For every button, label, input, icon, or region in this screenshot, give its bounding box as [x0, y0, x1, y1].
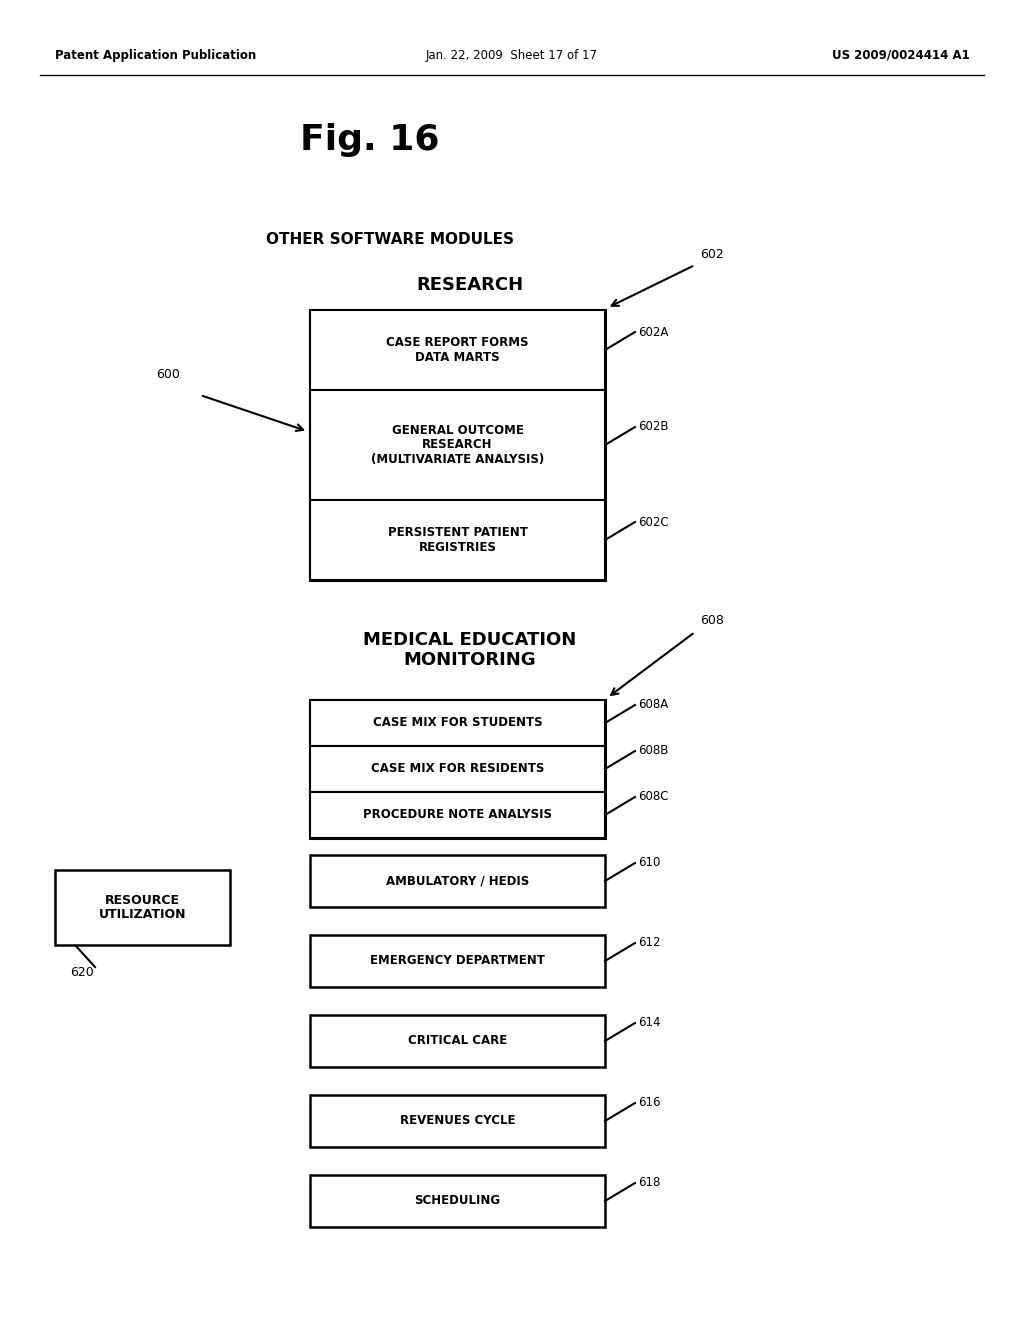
Bar: [310, 310, 605, 579]
Bar: [310, 500, 605, 579]
Text: AMBULATORY / HEDIS: AMBULATORY / HEDIS: [386, 874, 529, 887]
Text: MEDICAL EDUCATION
MONITORING: MEDICAL EDUCATION MONITORING: [364, 631, 577, 669]
Text: 616: 616: [638, 1097, 660, 1110]
Bar: [310, 1015, 605, 1067]
Bar: [310, 310, 605, 389]
Text: PROCEDURE NOTE ANALYSIS: PROCEDURE NOTE ANALYSIS: [362, 808, 552, 821]
Bar: [310, 700, 605, 746]
Text: 602C: 602C: [638, 516, 669, 528]
Text: 620: 620: [70, 966, 94, 979]
Bar: [310, 700, 605, 838]
Bar: [310, 792, 605, 838]
Bar: [310, 1175, 605, 1228]
Text: 612: 612: [638, 936, 660, 949]
Bar: [310, 935, 605, 987]
Text: OTHER SOFTWARE MODULES: OTHER SOFTWARE MODULES: [266, 232, 514, 248]
Text: EMERGENCY DEPARTMENT: EMERGENCY DEPARTMENT: [370, 954, 545, 968]
Text: REVENUES CYCLE: REVENUES CYCLE: [399, 1114, 515, 1127]
Text: 602: 602: [700, 248, 724, 261]
Text: 614: 614: [638, 1016, 660, 1030]
Text: 602B: 602B: [638, 421, 669, 433]
Text: Fig. 16: Fig. 16: [300, 123, 439, 157]
Text: CASE MIX FOR RESIDENTS: CASE MIX FOR RESIDENTS: [371, 763, 544, 776]
Text: SCHEDULING: SCHEDULING: [415, 1195, 501, 1208]
Text: 608C: 608C: [638, 791, 669, 804]
Text: Jan. 22, 2009  Sheet 17 of 17: Jan. 22, 2009 Sheet 17 of 17: [426, 49, 598, 62]
Text: Patent Application Publication: Patent Application Publication: [55, 49, 256, 62]
Text: 608B: 608B: [638, 744, 669, 758]
Text: PERSISTENT PATIENT
REGISTRIES: PERSISTENT PATIENT REGISTRIES: [387, 525, 527, 554]
Text: 602A: 602A: [638, 326, 669, 338]
Text: 600: 600: [156, 368, 180, 381]
Bar: [55, 870, 230, 945]
Bar: [310, 855, 605, 907]
Bar: [310, 1096, 605, 1147]
Text: CASE REPORT FORMS
DATA MARTS: CASE REPORT FORMS DATA MARTS: [386, 337, 528, 364]
Bar: [310, 746, 605, 792]
Text: 608A: 608A: [638, 698, 669, 711]
Text: 608: 608: [700, 614, 724, 627]
Text: GENERAL OUTCOME
RESEARCH
(MULTIVARIATE ANALYSIS): GENERAL OUTCOME RESEARCH (MULTIVARIATE A…: [371, 424, 544, 466]
Text: RESEARCH: RESEARCH: [417, 276, 523, 294]
Text: CASE MIX FOR STUDENTS: CASE MIX FOR STUDENTS: [373, 717, 543, 730]
Text: CRITICAL CARE: CRITICAL CARE: [408, 1035, 507, 1048]
Text: US 2009/0024414 A1: US 2009/0024414 A1: [833, 49, 970, 62]
Text: 610: 610: [638, 857, 660, 870]
Text: RESOURCE
UTILIZATION: RESOURCE UTILIZATION: [98, 894, 186, 921]
Text: 618: 618: [638, 1176, 660, 1189]
Bar: [310, 389, 605, 500]
